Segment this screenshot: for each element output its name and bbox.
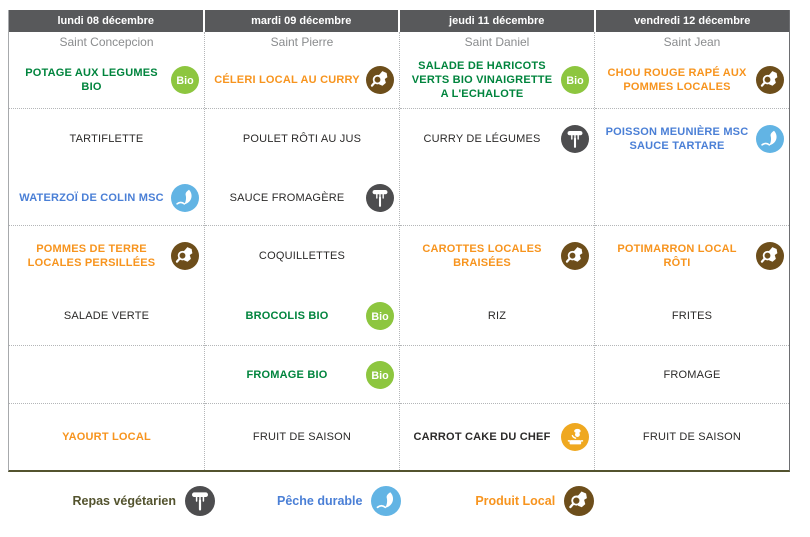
legend-item-sustainable-fishing: Pêche durable: [242, 486, 438, 516]
local-product-icon: [561, 242, 589, 270]
menu-column-monday: Saint Concepcion POTAGE AUX LEGUMES BIO …: [9, 32, 204, 470]
menu-item-label: SALADE VERTE: [63, 310, 150, 322]
menu-item-main: CURRY DE LÉGUMES: [400, 109, 594, 169]
sustainable-fishing-icon: [171, 184, 199, 212]
menu-item-label: POULET RÔTI AU JUS: [242, 133, 362, 145]
main-course-group: POISSON MEUNIÈRE MSC SAUCE TARTARE: [595, 108, 789, 225]
menu-item-label: POTAGE AUX LEGUMES BIO: [25, 67, 158, 93]
menu-item-cheese: FROMAGE: [595, 345, 789, 403]
menu-item-label: YAOURT LOCAL: [62, 431, 151, 443]
menu-grid: Saint Concepcion POTAGE AUX LEGUMES BIO …: [9, 32, 789, 470]
menu-item-label: TARTIFLETTE: [69, 133, 144, 145]
menu-item-label: FROMAGE BIO: [246, 368, 328, 381]
menu-item-label: BROCOLIS BIO: [245, 310, 329, 322]
menu-item-dessert: YAOURT LOCAL: [9, 403, 204, 470]
menu-item-label: POMMES DE TERRE LOCALES PERSILLÉES: [27, 243, 156, 269]
menu-item-label: POTIMARRON LOCAL RÔTI: [617, 243, 737, 269]
menu-item-entree: SALADE DE HARICOTS VERTS BIO VINAIGRETTE…: [400, 52, 594, 108]
legend-label: Pêche durable: [277, 494, 363, 508]
side-dish-group: COQUILLETTES BROCOLIS BIO: [205, 225, 399, 345]
menu-item-label: CURRY DE LÉGUMES: [423, 133, 541, 145]
menu-item-entree: CHOU ROUGE RAPÉ AUX POMMES LOCALES: [595, 52, 789, 108]
day-header-monday: lundi 08 décembre: [9, 10, 203, 32]
local-product-icon: [564, 486, 594, 516]
menu-item-label: CHOU ROUGE RAPÉ AUX POMMES LOCALES: [607, 67, 747, 93]
menu-item-cheese: [9, 345, 204, 403]
menu-item-main: SAUCE FROMAGÈRE: [205, 169, 399, 226]
legend: Repas végétarien Pêche durable Produit L…: [8, 486, 790, 516]
menu-item-label: FRUIT DE SAISON: [252, 431, 352, 443]
menu-item-side: SALADE VERTE: [9, 286, 204, 346]
vegetarian-icon: [185, 486, 215, 516]
menu-item-side: POTIMARRON LOCAL RÔTI: [595, 226, 789, 286]
menu-item-label: SAUCE FROMAGÈRE: [229, 191, 345, 204]
legend-item-vegetarian: Repas végétarien: [46, 486, 242, 516]
side-dish-group: CAROTTES LOCALES BRAISÉES RIZ: [400, 225, 594, 345]
menu-item-main: [595, 169, 789, 226]
menu-item-label: SALADE DE HARICOTS VERTS BIO VINAIGRETTE…: [411, 60, 553, 100]
menu-column-friday: Saint Jean CHOU ROUGE RAPÉ AUX POMMES LO…: [594, 32, 789, 470]
saint-name: Saint Concepcion: [59, 35, 154, 49]
local-product-icon: [756, 66, 784, 94]
bio-icon: [366, 361, 394, 389]
day-header-row: lundi 08 décembre mardi 09 décembre jeud…: [9, 10, 789, 32]
menu-item-label: CARROT CAKE DU CHEF: [413, 431, 551, 443]
saint-name: Saint Daniel: [464, 35, 530, 49]
menu-item-entree: CÉLERI LOCAL AU CURRY: [205, 52, 399, 108]
menu-item-main: WATERZOÏ DE COLIN MSC: [9, 169, 204, 226]
menu-item-label: CÉLERI LOCAL AU CURRY: [214, 74, 360, 86]
menu-item-entree: POTAGE AUX LEGUMES BIO: [9, 52, 204, 108]
side-dish-group: POMMES DE TERRE LOCALES PERSILLÉES SALAD…: [9, 225, 204, 345]
menu-item-label: FRUIT DE SAISON: [642, 431, 742, 443]
menu-column-tuesday: Saint Pierre CÉLERI LOCAL AU CURRY POULE…: [204, 32, 399, 470]
menu-item-cheese: FROMAGE BIO: [205, 345, 399, 403]
menu-item-main: POULET RÔTI AU JUS: [205, 109, 399, 169]
menu-item-dessert: FRUIT DE SAISON: [595, 403, 789, 470]
chef-special-icon: [561, 423, 589, 451]
menu-item-cheese: [400, 345, 594, 403]
main-course-group: POULET RÔTI AU JUS SAUCE FROMAGÈRE: [205, 108, 399, 225]
menu-item-side: CAROTTES LOCALES BRAISÉES: [400, 226, 594, 286]
day-header-tuesday: mardi 09 décembre: [204, 10, 398, 32]
bio-icon: [171, 66, 199, 94]
day-header-thursday: jeudi 11 décembre: [400, 10, 594, 32]
vegetarian-icon: [561, 125, 589, 153]
menu-item-dessert: CARROT CAKE DU CHEF: [400, 403, 594, 470]
menu-item-label: FROMAGE: [663, 368, 721, 381]
local-product-icon: [366, 66, 394, 94]
menu-item-main: POISSON MEUNIÈRE MSC SAUCE TARTARE: [595, 109, 789, 169]
menu-item-label: FRITES: [671, 310, 713, 322]
menu-item-side: POMMES DE TERRE LOCALES PERSILLÉES: [9, 226, 204, 286]
weekly-menu-table: lundi 08 décembre mardi 09 décembre jeud…: [8, 10, 790, 472]
menu-item-label: RIZ: [487, 310, 507, 322]
menu-item-label: COQUILLETTES: [258, 250, 346, 262]
menu-item-main: [400, 169, 594, 226]
menu-item-main: TARTIFLETTE: [9, 109, 204, 169]
menu-item-side: BROCOLIS BIO: [205, 286, 399, 346]
menu-item-side: FRITES: [595, 286, 789, 346]
menu-item-dessert: FRUIT DE SAISON: [205, 403, 399, 470]
sustainable-fishing-icon: [756, 125, 784, 153]
menu-item-label: WATERZOÏ DE COLIN MSC: [19, 191, 164, 204]
saint-name: Saint Jean: [663, 35, 721, 49]
saint-name: Saint Pierre: [270, 35, 334, 49]
bio-icon: [366, 302, 394, 330]
local-product-icon: [171, 242, 199, 270]
vegetarian-icon: [366, 184, 394, 212]
menu-item-label: CAROTTES LOCALES BRAISÉES: [422, 243, 542, 269]
legend-label: Produit Local: [475, 494, 556, 508]
side-dish-group: POTIMARRON LOCAL RÔTI FRITES: [595, 225, 789, 345]
menu-column-thursday: Saint Daniel SALADE DE HARICOTS VERTS BI…: [399, 32, 594, 470]
menu-item-side: COQUILLETTES: [205, 226, 399, 286]
legend-label: Repas végétarien: [72, 494, 177, 508]
bio-icon: [561, 66, 589, 94]
main-course-group: TARTIFLETTE WATERZOÏ DE COLIN MSC: [9, 108, 204, 225]
legend-item-local-product: Produit Local: [437, 486, 633, 516]
day-header-friday: vendredi 12 décembre: [595, 10, 789, 32]
local-product-icon: [756, 242, 784, 270]
menu-item-label: POISSON MEUNIÈRE MSC SAUCE TARTARE: [605, 126, 749, 152]
sustainable-fishing-icon: [371, 486, 401, 516]
main-course-group: CURRY DE LÉGUMES: [400, 108, 594, 225]
menu-item-side: RIZ: [400, 286, 594, 346]
